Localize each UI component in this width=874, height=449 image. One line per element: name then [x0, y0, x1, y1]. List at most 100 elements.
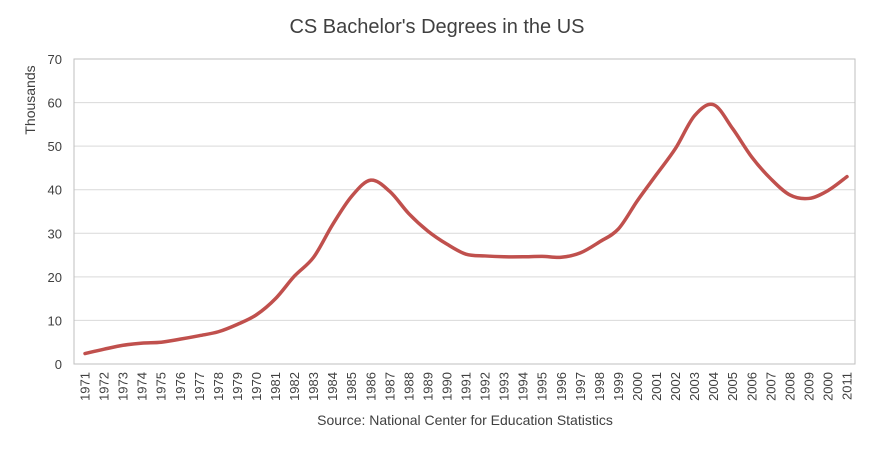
data-point [369, 179, 372, 182]
data-point [712, 103, 715, 106]
data-point [522, 255, 525, 258]
x-tick-label: 1992 [478, 372, 493, 401]
data-point [465, 253, 468, 256]
data-point [484, 254, 487, 257]
y-tick-label: 50 [48, 139, 62, 154]
data-point [560, 256, 563, 259]
x-tick-label: 1985 [344, 372, 359, 401]
data-point [388, 190, 391, 193]
data-point [84, 352, 87, 355]
x-axis-ticks: 1971 1972 1973 1974 1975 1976 1977 1978 1979 1970… [78, 372, 855, 401]
x-tick-label: 2006 [744, 372, 759, 401]
y-axis-label: Thousands [22, 65, 38, 134]
data-point [503, 255, 506, 258]
y-tick-label: 0 [55, 357, 62, 372]
x-tick-label: 1981 [268, 372, 283, 401]
data-point [807, 197, 810, 200]
x-tick-label: 1970 [249, 372, 264, 401]
data-point [217, 330, 220, 333]
data-point [826, 189, 829, 192]
data-point [426, 230, 429, 233]
x-tick-label: 1984 [325, 372, 340, 401]
x-tick-label: 2002 [668, 372, 683, 401]
x-tick-label: 1975 [154, 372, 169, 401]
data-point [655, 173, 658, 176]
x-tick-label: 1993 [497, 372, 512, 401]
x-tick-label: 1999 [611, 372, 626, 401]
x-tick-label: 1995 [535, 372, 550, 401]
y-tick-label: 60 [48, 96, 62, 111]
x-tick-label: 2005 [725, 372, 740, 401]
x-tick-label: 1990 [439, 372, 454, 401]
chart-title: CS Bachelor's Degrees in the US [289, 16, 584, 38]
x-tick-label: 2008 [782, 372, 797, 401]
y-tick-label: 30 [48, 226, 62, 241]
data-point [141, 342, 144, 345]
source-note: Source: National Center for Education St… [317, 412, 613, 428]
x-tick-label: 2003 [687, 372, 702, 401]
data-point [293, 274, 296, 277]
data-point [274, 297, 277, 300]
data-point [103, 348, 106, 351]
x-tick-label: 1976 [173, 372, 188, 401]
x-tick-label: 2011 [840, 372, 855, 400]
y-tick-label: 40 [48, 183, 62, 198]
x-tick-label: 1978 [211, 372, 226, 401]
x-tick-label: 2004 [706, 372, 721, 401]
data-point [731, 127, 734, 130]
x-tick-label: 1988 [401, 372, 416, 401]
x-tick-label: 1996 [554, 372, 569, 401]
data-point [350, 195, 353, 198]
data-point [598, 241, 601, 244]
x-tick-label: 2000 [820, 372, 835, 401]
series-layer [83, 102, 849, 356]
data-point [636, 199, 639, 202]
y-axis-ticks: 0 10 20 30 40 50 60 70 [48, 52, 62, 372]
data-point [750, 156, 753, 159]
x-tick-label: 1998 [592, 372, 607, 401]
data-point [407, 212, 410, 215]
gridlines [74, 102, 855, 321]
data-point [846, 175, 849, 178]
data-point [160, 341, 163, 344]
x-tick-label: 1973 [116, 372, 131, 401]
data-point [331, 223, 334, 226]
x-tick-label: 2009 [801, 372, 816, 401]
data-point [445, 243, 448, 246]
x-tick-label: 1994 [516, 372, 531, 401]
series-line [83, 102, 849, 356]
data-point [255, 313, 258, 316]
x-tick-label: 2007 [763, 372, 778, 401]
plot-area-border [73, 58, 856, 365]
data-point [674, 147, 677, 150]
x-tick-label: 1971 [78, 372, 93, 401]
data-point [693, 114, 696, 117]
x-tick-label: 1986 [363, 372, 378, 401]
y-tick-label: 70 [48, 52, 62, 67]
x-tick-label: 1982 [287, 372, 302, 401]
y-tick-label: 20 [48, 270, 62, 285]
x-tick-label: 1997 [573, 372, 588, 401]
data-point [236, 323, 239, 326]
x-tick-label: 1983 [306, 372, 321, 401]
x-tick-label: 1991 [459, 372, 474, 401]
x-tick-label: 1974 [135, 372, 150, 401]
data-point [788, 193, 791, 196]
data-point [617, 227, 620, 230]
x-tick-label: 2000 [630, 372, 645, 401]
data-point [541, 255, 544, 258]
x-tick-label: 1979 [230, 372, 245, 401]
data-point [198, 334, 201, 337]
data-point [122, 344, 125, 347]
x-tick-label: 1987 [382, 372, 397, 401]
data-point [179, 338, 182, 341]
x-tick-label: 1989 [420, 372, 435, 401]
y-tick-label: 10 [48, 313, 62, 328]
data-point [312, 256, 315, 259]
x-tick-label: 1977 [192, 372, 207, 401]
data-point [769, 177, 772, 180]
x-tick-label: 2001 [649, 372, 664, 401]
data-point [579, 251, 582, 254]
x-tick-label: 1972 [97, 372, 112, 401]
